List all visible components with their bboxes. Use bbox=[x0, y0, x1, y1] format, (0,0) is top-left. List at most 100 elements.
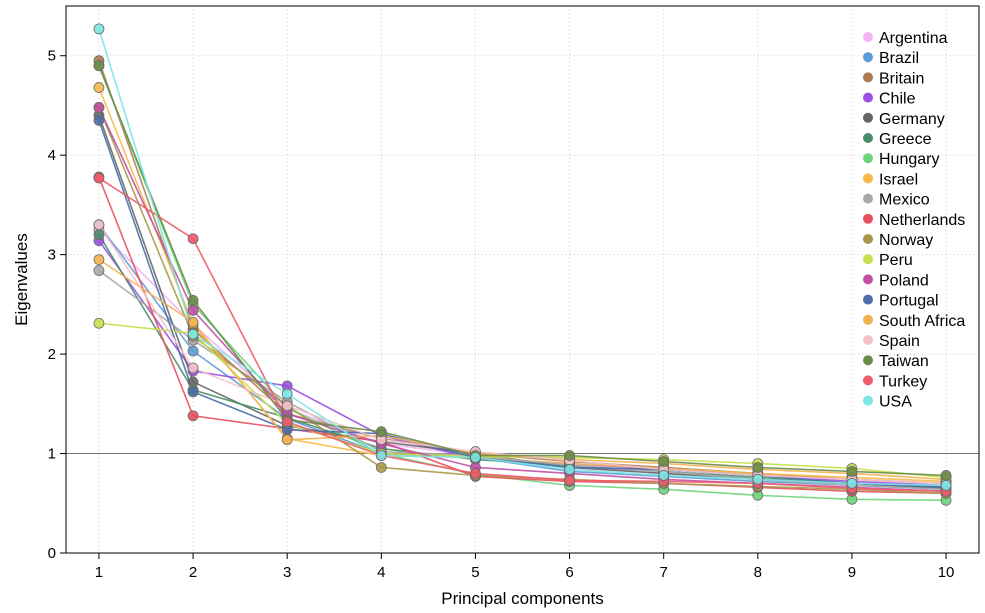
data-point-south-africa bbox=[187, 316, 199, 328]
series-line-usa bbox=[98, 28, 947, 487]
series-line-brazil bbox=[98, 224, 947, 491]
data-point-south-africa bbox=[281, 434, 293, 446]
data-point-spain bbox=[93, 219, 105, 231]
legend-label: Mexico bbox=[879, 192, 930, 209]
legend-marker bbox=[863, 32, 873, 42]
legend-marker bbox=[863, 153, 873, 164]
legend-marker bbox=[863, 254, 873, 265]
legend-marker bbox=[863, 193, 873, 204]
data-point-usa bbox=[658, 470, 670, 481]
legend-label: Greece bbox=[879, 131, 932, 148]
data-point-peru bbox=[93, 317, 105, 329]
legend-marker bbox=[863, 355, 873, 366]
y-tick-label: 2 bbox=[48, 346, 56, 363]
legend-label: Hungary bbox=[879, 151, 939, 168]
legend-marker bbox=[863, 92, 873, 103]
y-axis-title: Eigenvalues bbox=[12, 233, 31, 326]
y-tick-label: 5 bbox=[48, 48, 56, 65]
legend-marker bbox=[863, 395, 873, 406]
x-axis-title: Principal components bbox=[441, 589, 604, 608]
legend-label: Poland bbox=[879, 272, 929, 289]
y-axis: 0 1 2 3 4 5 bbox=[48, 48, 66, 562]
legend-marker bbox=[863, 173, 873, 184]
data-point-usa bbox=[940, 479, 952, 491]
x-tick-label: 2 bbox=[189, 564, 197, 581]
data-point-brazil bbox=[187, 345, 199, 357]
legend-label: Norway bbox=[879, 232, 933, 249]
data-point-portugal bbox=[187, 386, 199, 398]
legend-label: South Africa bbox=[879, 313, 965, 330]
legend-marker bbox=[863, 314, 873, 325]
series-line-south-africa bbox=[98, 258, 947, 481]
legend-label: Netherlands bbox=[879, 212, 965, 229]
series-line-israel bbox=[98, 87, 947, 483]
legend-label: Turkey bbox=[879, 373, 927, 390]
data-point-mexico bbox=[93, 265, 105, 276]
x-tick-label: 3 bbox=[283, 564, 291, 581]
x-tick-label: 6 bbox=[565, 564, 573, 581]
y-tick-label: 4 bbox=[48, 147, 56, 164]
data-point-usa bbox=[375, 450, 387, 461]
x-tick-label: 4 bbox=[377, 564, 385, 581]
data-point-usa bbox=[187, 328, 199, 340]
x-tick-label: 9 bbox=[848, 564, 856, 581]
x-axis: 1 2 3 4 5 6 7 8 9 10 bbox=[95, 553, 955, 581]
data-point-israel bbox=[93, 82, 105, 93]
data-point-turkey bbox=[281, 416, 293, 428]
data-point-usa bbox=[846, 477, 858, 489]
legend-label: Chile bbox=[879, 91, 916, 108]
data-point-poland bbox=[93, 102, 105, 113]
data-point-turkey bbox=[93, 172, 105, 184]
data-point-turkey bbox=[187, 233, 199, 245]
x-tick-label: 7 bbox=[660, 564, 668, 581]
series-points bbox=[93, 23, 952, 506]
data-point-taiwan bbox=[940, 470, 952, 481]
y-tick-label: 0 bbox=[48, 545, 56, 562]
data-point-south-africa bbox=[93, 254, 105, 266]
data-point-usa bbox=[752, 474, 764, 485]
legend-marker bbox=[863, 375, 873, 386]
series-line-taiwan bbox=[98, 65, 947, 477]
legend-marker bbox=[863, 112, 873, 123]
legend-label: Portugal bbox=[879, 293, 939, 310]
data-point-taiwan bbox=[564, 450, 575, 461]
data-point-taiwan bbox=[658, 456, 670, 467]
series-line-norway bbox=[98, 107, 947, 495]
legend-label: USA bbox=[879, 394, 912, 411]
data-point-taiwan bbox=[846, 466, 858, 477]
data-point-norway bbox=[375, 462, 387, 473]
data-point-taiwan bbox=[375, 426, 387, 438]
x-tick-label: 8 bbox=[754, 564, 762, 581]
legend-marker bbox=[863, 133, 873, 143]
data-point-taiwan bbox=[93, 60, 105, 72]
x-tick-label: 1 bbox=[95, 564, 103, 581]
legend-marker bbox=[863, 213, 873, 224]
legend-label: Brazil bbox=[879, 50, 919, 67]
data-point-spain bbox=[187, 362, 199, 374]
data-point-usa bbox=[281, 388, 293, 400]
data-point-netherlands bbox=[187, 410, 199, 422]
data-point-turkey bbox=[564, 474, 575, 486]
plot-frame bbox=[65, 5, 980, 554]
data-point-taiwan bbox=[187, 294, 199, 306]
x-tick-label: 10 bbox=[938, 564, 955, 581]
legend-marker bbox=[863, 234, 873, 244]
legend-label: Germany bbox=[879, 111, 945, 128]
series-line-poland bbox=[98, 107, 947, 493]
legend-label: Taiwan bbox=[879, 353, 929, 370]
data-point-usa bbox=[564, 464, 575, 475]
legend-marker bbox=[863, 72, 873, 83]
legend-marker bbox=[863, 52, 873, 63]
legend-marker bbox=[863, 274, 873, 285]
legend-label: Argentina bbox=[879, 30, 948, 47]
data-point-usa bbox=[470, 452, 481, 463]
data-point-greece bbox=[93, 229, 105, 241]
legend-marker bbox=[863, 294, 873, 305]
y-tick-label: 3 bbox=[48, 247, 56, 264]
legend-label: Peru bbox=[879, 252, 913, 269]
legend-marker bbox=[863, 335, 873, 345]
data-point-usa bbox=[93, 23, 105, 35]
series-line-portugal bbox=[98, 120, 947, 489]
data-point-portugal bbox=[93, 114, 105, 126]
x-tick-label: 5 bbox=[471, 564, 479, 581]
